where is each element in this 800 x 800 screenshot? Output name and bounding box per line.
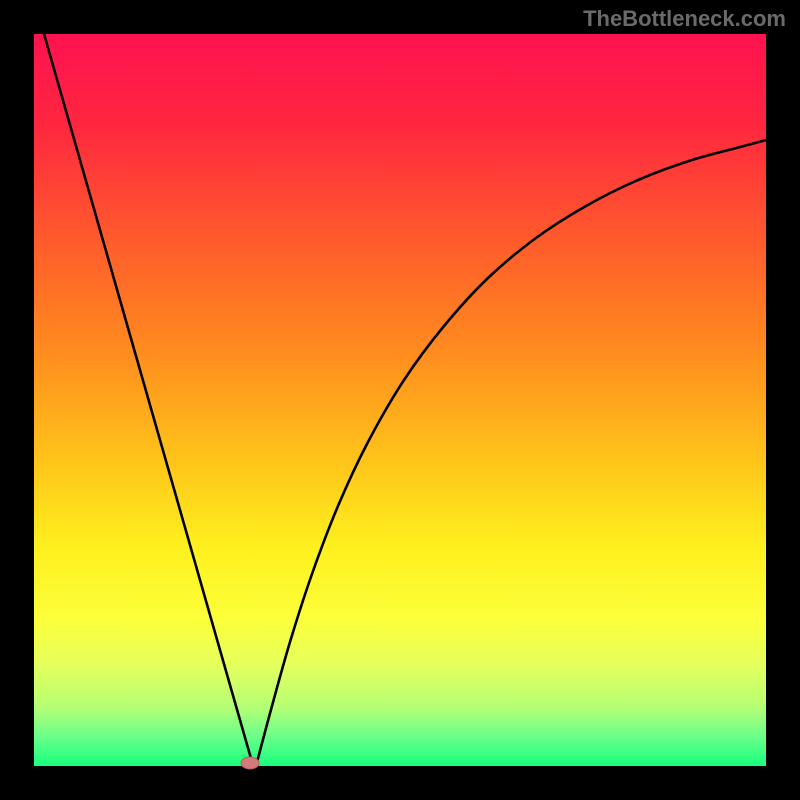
curve-right-branch [257,140,766,762]
bottleneck-curve-layer [34,34,766,766]
source-watermark: TheBottleneck.com [583,6,786,32]
chart-container: TheBottleneck.com [0,0,800,800]
vertex-marker [241,757,259,769]
curve-left-branch [44,34,252,762]
